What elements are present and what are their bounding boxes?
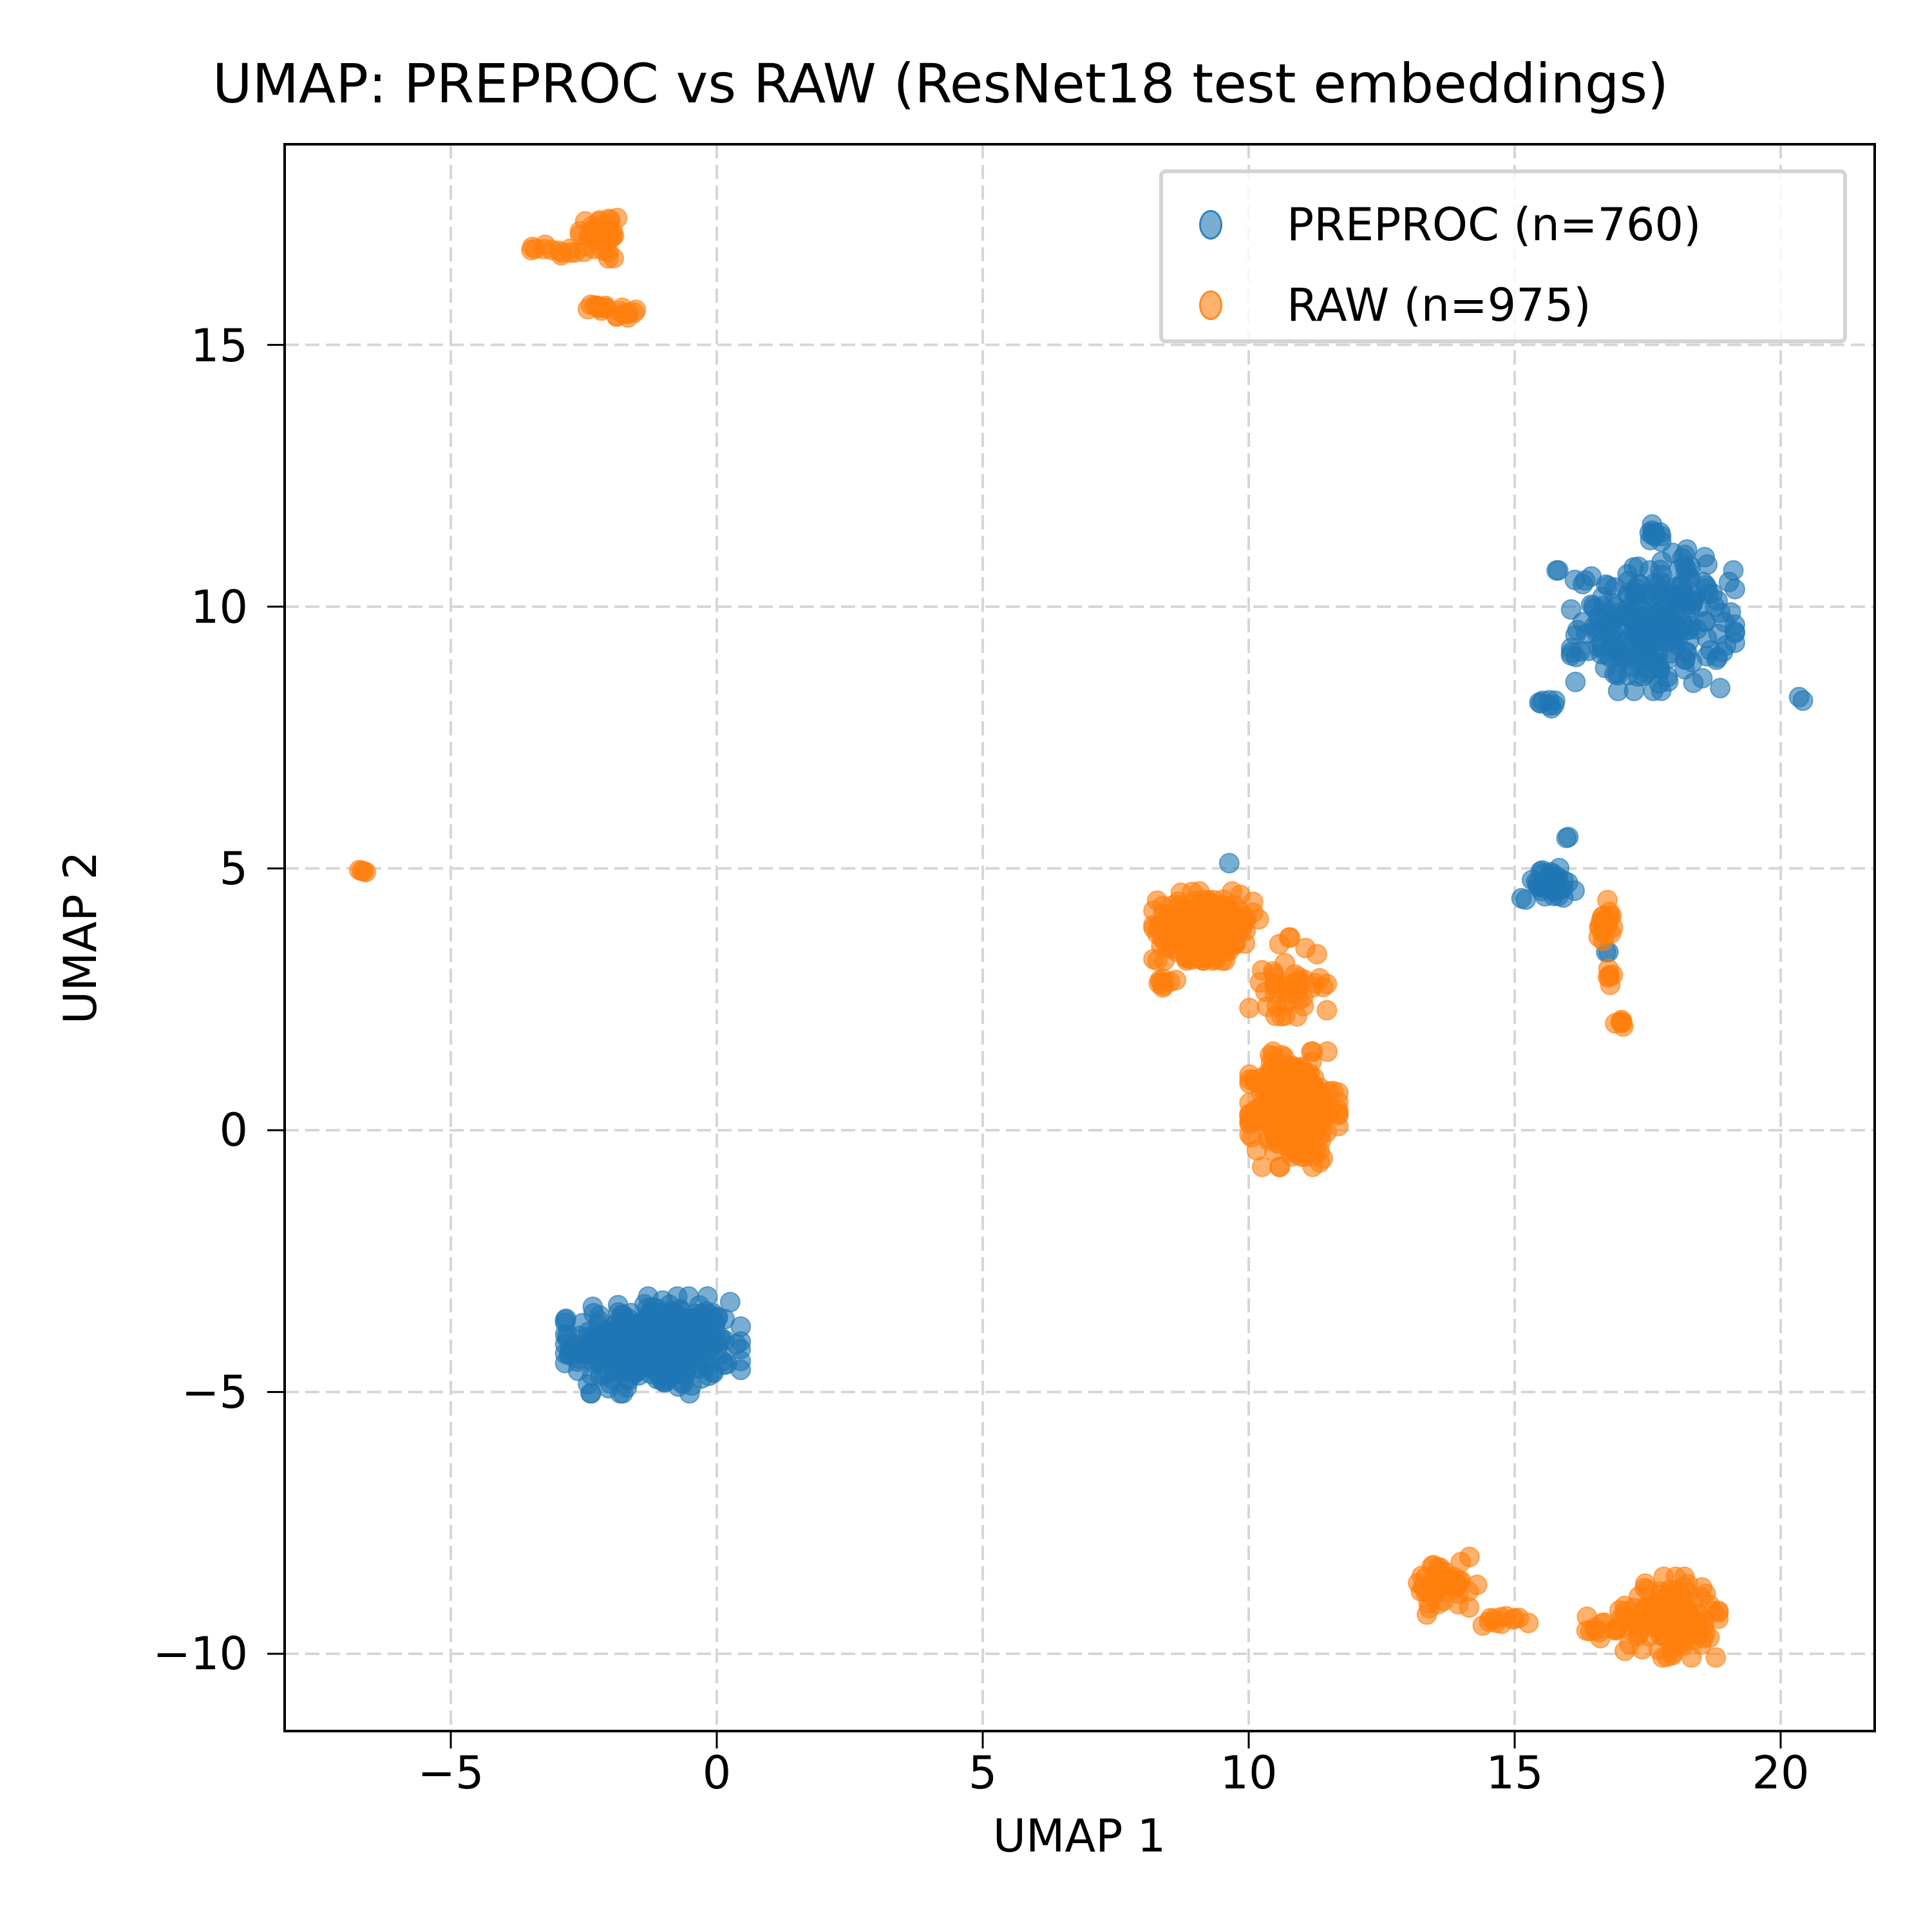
legend: PREPROC (n=760) RAW (n=975) [1159, 169, 1847, 343]
legend-label: PREPROC (n=760) [1287, 198, 1701, 251]
legend-item-preproc: PREPROC (n=760) [1163, 193, 1701, 257]
y-axis-label: UMAP 2 [54, 851, 107, 1025]
x-tick-label: 20 [1752, 1747, 1810, 1799]
x-tick-label: 10 [1220, 1747, 1278, 1799]
legend-label: RAW (n=975) [1287, 279, 1591, 332]
x-tick-label: −5 [417, 1747, 484, 1799]
axes-frame [283, 143, 1876, 1732]
blue-circle-marker-icon [1199, 210, 1222, 240]
x-tick-label: 5 [968, 1747, 998, 1799]
x-tick-label: 0 [702, 1747, 732, 1799]
y-tick-label: 5 [219, 842, 248, 895]
legend-item-raw: RAW (n=975) [1163, 273, 1591, 337]
scatter-points [349, 207, 1814, 1668]
grid-lines [285, 144, 1875, 1731]
y-tick-label: −10 [153, 1627, 248, 1680]
tick-marks [267, 344, 1782, 1748]
y-tick-label: 15 [190, 319, 248, 372]
x-axis-label: UMAP 1 [992, 1810, 1166, 1862]
y-tick-label: 0 [219, 1104, 248, 1157]
x-tick-label: 15 [1486, 1747, 1544, 1799]
chart-title: UMAP: PREPROC vs RAW (ResNet18 test embe… [213, 52, 1669, 115]
series-raw [349, 207, 1729, 1668]
orange-circle-marker-icon [1199, 290, 1222, 320]
y-tick-label: −5 [181, 1366, 248, 1419]
series-preproc [554, 514, 1814, 1404]
y-tick-label: 10 [190, 581, 248, 634]
